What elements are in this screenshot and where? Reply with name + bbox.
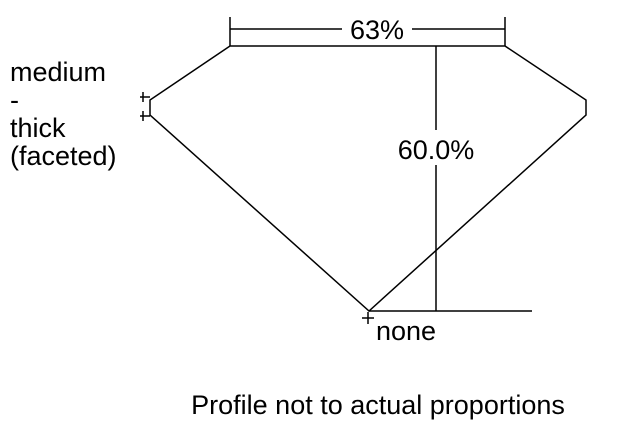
gem-outline: [149, 45, 587, 313]
girdle-label-line: thick: [10, 113, 66, 143]
culet-marker: [362, 312, 374, 324]
girdle-label: medium - thick (faceted): [10, 58, 117, 170]
girdle-marker: [140, 92, 150, 121]
table-percent-label: 63%: [350, 15, 404, 45]
culet-label: none: [376, 316, 436, 346]
caption: Profile not to actual proportions: [191, 390, 565, 420]
girdle-label-line: medium: [10, 57, 107, 87]
depth-percent-label: 60.0%: [398, 135, 475, 165]
girdle-label-line: (faceted): [10, 141, 117, 171]
girdle-label-line: -: [10, 85, 19, 115]
